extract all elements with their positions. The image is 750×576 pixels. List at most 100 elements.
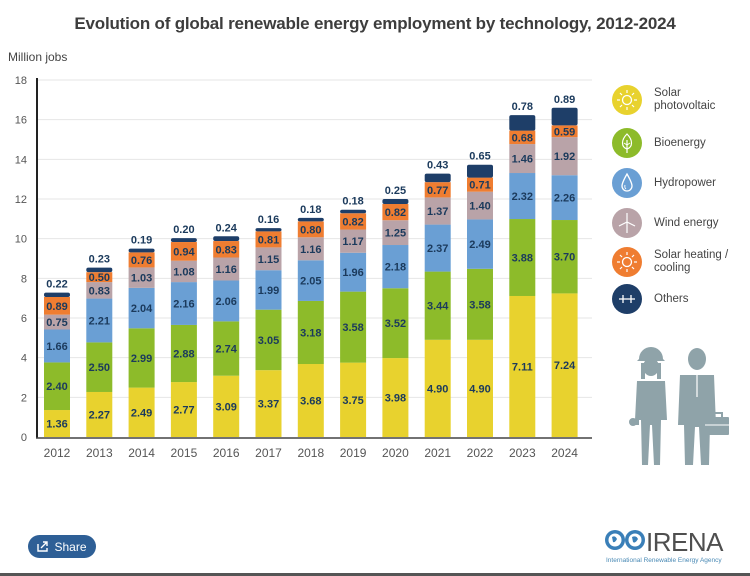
bar-segment	[170, 382, 197, 437]
y-tick-label: 10	[15, 234, 27, 246]
data-label: 2.32	[512, 191, 533, 203]
share-label: Share	[54, 539, 87, 554]
bar-segment	[44, 362, 70, 411]
water-drop-icon	[612, 168, 642, 198]
bar-segment	[44, 314, 70, 330]
data-label: 2.37	[427, 243, 448, 255]
y-tick-label: 12	[15, 194, 27, 206]
data-label: 0.59	[554, 126, 575, 138]
bar-segment	[213, 375, 240, 437]
bar-segment	[86, 342, 113, 392]
bar-segment	[255, 309, 282, 371]
bar-segment	[509, 130, 536, 145]
bar-segment	[424, 182, 451, 198]
bar-segment	[467, 164, 493, 178]
bar-segment	[170, 324, 197, 383]
share-icon	[37, 541, 49, 552]
stacked-bar-chart: 0 2 4 6 8 10 12 14 16 18 1.36 2.40 1.66 0.75 0.89 0.22 2…	[15, 75, 592, 460]
y-tick-label: 4	[21, 353, 27, 365]
data-label: 3.88	[512, 253, 533, 265]
bar-segment	[340, 362, 367, 437]
legend-item-wind: Wind energy	[612, 207, 734, 239]
bar-segment	[382, 288, 409, 359]
data-label: 1.46	[512, 154, 533, 166]
data-label: 0.18	[342, 196, 363, 208]
bar-segment	[213, 280, 240, 322]
globe-logo-icon	[605, 530, 645, 550]
bar-segment	[424, 224, 451, 272]
bar-segment	[213, 257, 240, 281]
legend-label: Wind energy	[654, 216, 719, 229]
bar-segment	[255, 370, 282, 437]
bar-segment	[170, 282, 197, 325]
data-label: 0.50	[89, 272, 110, 284]
data-label: 4.90	[427, 383, 448, 395]
bar-segment	[128, 287, 155, 329]
data-label: 2.21	[89, 315, 110, 327]
bar-segment	[340, 291, 367, 363]
plus-icon	[612, 284, 642, 314]
data-label: 2.18	[385, 262, 406, 274]
data-label: 1.96	[342, 267, 363, 279]
data-label: 0.77	[427, 185, 448, 197]
bar-segment	[297, 221, 324, 238]
bar-segment	[86, 391, 113, 437]
wind-turbine-icon	[612, 208, 642, 238]
bar-segment	[128, 267, 155, 288]
data-label: 2.50	[89, 362, 110, 374]
data-label: 1.92	[554, 151, 575, 163]
data-label: 1.99	[258, 285, 279, 297]
data-label: 2.04	[131, 303, 153, 315]
y-tick-label: 14	[15, 154, 27, 166]
bar-segment	[297, 237, 324, 261]
x-tick-label: 2016	[213, 446, 240, 460]
share-button[interactable]: Share	[28, 535, 96, 558]
legend-item-bioenergy: Bioenergy	[612, 127, 734, 159]
data-label: 0.24	[215, 222, 237, 234]
data-label: 2.99	[131, 353, 152, 365]
data-label: 0.23	[89, 254, 110, 266]
bar-segment	[551, 220, 578, 294]
bar-segment	[551, 107, 578, 126]
bar-segment	[551, 175, 578, 221]
data-label: 3.68	[300, 396, 321, 408]
legend-item-others: Others	[612, 283, 734, 315]
data-label: 0.80	[300, 224, 321, 236]
bar-segment	[255, 231, 282, 248]
x-tick-label: 2021	[424, 446, 451, 460]
data-label: 0.81	[258, 234, 279, 246]
data-label: 3.70	[554, 252, 575, 264]
data-label: 3.05	[258, 335, 279, 347]
x-tick-label: 2013	[86, 446, 113, 460]
bar-segment	[467, 219, 493, 269]
bar-segment	[382, 358, 409, 437]
data-label: 3.58	[342, 322, 363, 334]
data-label: 1.37	[427, 206, 448, 218]
bar-segment	[170, 260, 197, 283]
bar-segment	[128, 387, 155, 437]
bar-segment	[340, 209, 367, 214]
data-label: 3.18	[300, 327, 321, 339]
data-label: 0.22	[46, 279, 67, 291]
bar-segment	[467, 177, 493, 192]
data-label: 1.16	[215, 264, 236, 276]
bar-segment	[86, 282, 113, 299]
data-label: 1.03	[131, 273, 152, 285]
data-label: 2.06	[215, 296, 236, 308]
y-tick-label: 6	[21, 313, 27, 325]
data-label: 2.88	[173, 349, 194, 361]
y-tick-label: 16	[15, 115, 27, 127]
x-tick-label: 2020	[382, 446, 409, 460]
bottom-border	[0, 573, 750, 576]
bar-segment	[170, 238, 197, 243]
data-label: 3.98	[385, 393, 406, 405]
data-label: 0.94	[173, 246, 195, 258]
bar-segment	[340, 213, 367, 230]
bar-segment	[44, 296, 70, 315]
data-label: 1.36	[46, 419, 67, 431]
data-label: 4.90	[469, 383, 490, 395]
bar-segment	[44, 410, 70, 437]
bar-segment	[86, 267, 113, 273]
data-label: 0.65	[469, 151, 490, 163]
workers-illustration	[625, 345, 735, 470]
